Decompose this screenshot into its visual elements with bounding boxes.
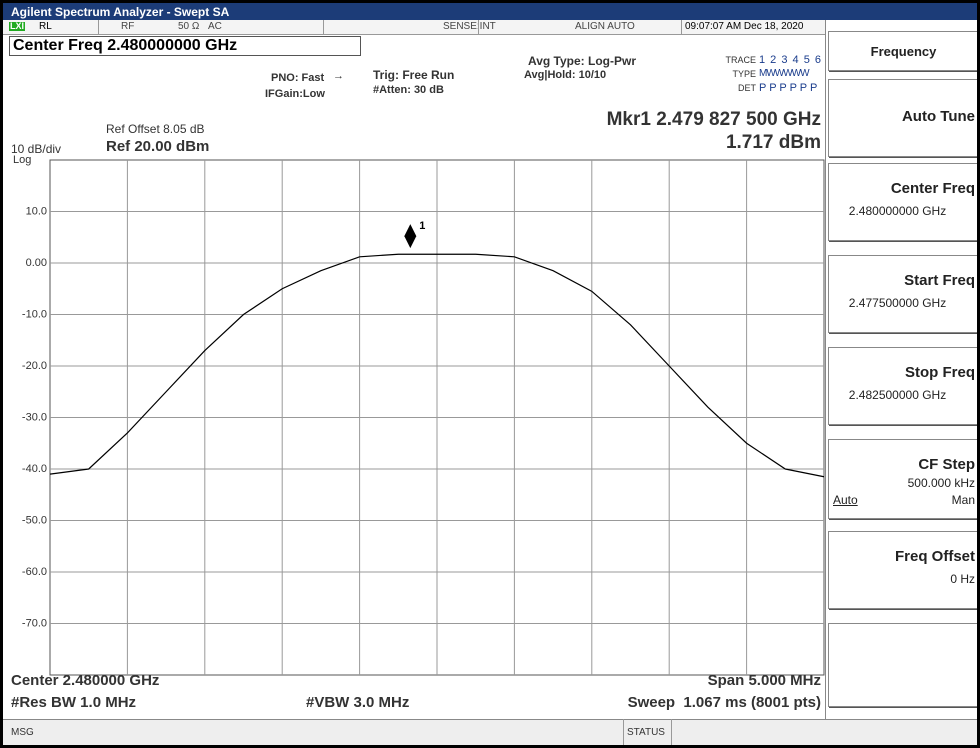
menu-title-box: [828, 31, 977, 71]
timestamp: 09:07:07 AM Dec 18, 2020: [685, 21, 804, 32]
type-label: TYPE: [732, 69, 756, 79]
ref-offset: Ref Offset 8.05 dB: [106, 122, 205, 136]
softkey[interactable]: [828, 531, 977, 609]
softkey-option: Auto: [833, 493, 858, 507]
atten: #Atten: 30 dB: [373, 84, 444, 96]
title: Agilent Spectrum Analyzer - Swept SA: [11, 5, 230, 19]
y-tick-label: -70.0: [22, 617, 47, 629]
y-tick-label: -60.0: [22, 566, 47, 578]
softkey-label: CF Step: [918, 456, 975, 473]
softkey-value: 2.482500000 GHz: [848, 388, 947, 402]
marker: [404, 224, 417, 249]
softkey[interactable]: [828, 623, 977, 707]
rl: RL: [39, 21, 52, 32]
pno: PNO: Fast: [271, 72, 325, 84]
y-tick-label: 10.0: [26, 205, 47, 217]
footer-span: Span 5.000 MHz: [707, 672, 821, 689]
center-freq: Center Freq 2.480000000 GHz: [13, 37, 238, 54]
softkey-label: Start Freq: [904, 272, 975, 289]
status: STATUS: [627, 727, 665, 738]
softkey-value: 500.000 kHz: [907, 476, 975, 490]
softkey-value: 0 Hz: [950, 572, 975, 586]
impedance: 50 Ω: [178, 21, 200, 32]
y-tick-label: -50.0: [22, 514, 47, 526]
softkey-label: Center Freq: [890, 180, 975, 197]
footer-sweep: Sweep 1.067 ms (8001 pts): [627, 694, 821, 711]
status-row: [3, 20, 825, 35]
align: ALIGN AUTO: [575, 21, 635, 32]
marker-label: 1: [419, 220, 425, 232]
trig: Trig: Free Run: [373, 68, 455, 82]
softkey-label: Auto Tune: [901, 108, 975, 125]
bottom-bar: [3, 719, 977, 745]
menu-title: Frequency: [870, 44, 937, 59]
softkey-label: Freq Offset: [894, 548, 975, 565]
footer-rbw: #Res BW 1.0 MHz: [11, 694, 137, 711]
ifgain: IFGain:Low: [265, 88, 325, 100]
softkey[interactable]: [828, 439, 977, 519]
marker-amplitude: 1.717 dBm: [725, 132, 821, 153]
msg: MSG: [11, 727, 34, 738]
softkey-option: Man: [951, 493, 975, 507]
avg-type: Avg Type: Log-Pwr: [528, 54, 636, 68]
det-values: P P P P P P: [759, 82, 818, 94]
y-tick-label: -30.0: [22, 411, 47, 423]
y-tick-label: -40.0: [22, 463, 47, 475]
softkey[interactable]: [828, 163, 977, 241]
pno-arrow: →: [333, 70, 344, 82]
coupling: AC: [208, 21, 222, 32]
softkey-value: 2.480000000 GHz: [848, 204, 947, 218]
scale: 10 dB/div: [11, 142, 62, 156]
title-bar: [3, 3, 977, 20]
det-label: DET: [738, 83, 756, 93]
rf: RF: [121, 21, 135, 32]
y-tick-label: -20.0: [22, 360, 47, 372]
softkey-value: 2.477500000 GHz: [848, 296, 947, 310]
y-tick-label: 0.00: [26, 257, 47, 269]
avg-hold: Avg|Hold: 10/10: [524, 69, 607, 81]
softkey-label: Stop Freq: [905, 364, 975, 381]
trace-numbers: 1 2 3 4 5 6: [759, 54, 822, 66]
type-values: MWWWWW: [759, 68, 810, 79]
ref-level: Ref 20.00 dBm: [106, 138, 210, 155]
sense: SENSE:INT: [443, 21, 496, 32]
footer-center: Center 2.480000 GHz: [11, 672, 160, 689]
footer-vbw: #VBW 3.0 MHz: [306, 694, 410, 711]
marker-frequency: Mkr1 2.479 827 500 GHz: [606, 109, 821, 130]
trace: [49, 253, 825, 478]
spectrum-plot: 10.0 0.00 -10.0 -20.0 -30.0 -40.0 -50.0 -60.0 -7…: [22, 159, 825, 676]
softkey[interactable]: [828, 79, 977, 157]
softkey[interactable]: [828, 255, 977, 333]
lxi-icon: LXI: [9, 21, 26, 31]
center-freq-box: [9, 36, 361, 56]
scale-type: Log: [13, 154, 32, 166]
trace-label: TRACE: [725, 55, 756, 65]
softkey[interactable]: [828, 347, 977, 425]
y-tick-label: -10.0: [22, 308, 47, 320]
